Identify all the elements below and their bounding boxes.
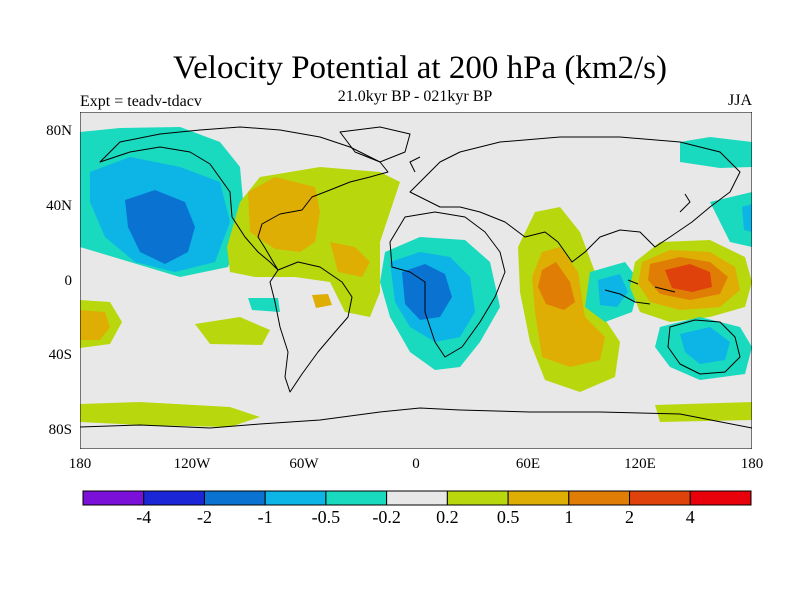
- colorbar-label: 2: [625, 507, 635, 527]
- colorbar-swatch: [446, 490, 509, 506]
- lat-label-80n: 80N: [46, 123, 72, 139]
- contour-south-pacific-green: [195, 317, 270, 345]
- season-label: JJA: [727, 92, 752, 109]
- colorbar-swatch: [629, 490, 691, 506]
- colorbar: [82, 490, 752, 506]
- colorbar-label: -2: [196, 507, 212, 527]
- colorbar-label: 0.2: [436, 507, 459, 527]
- coast-antarctica: [80, 407, 752, 429]
- lon-label-180e: 180: [740, 456, 764, 472]
- lon-label-60e: 60E: [515, 456, 541, 472]
- contour-sw-pacific-orange: [80, 310, 110, 340]
- lon-label-0: 0: [412, 456, 420, 472]
- colorbar-swatch: [264, 490, 327, 506]
- contour-atlantic-orange-3: [312, 294, 332, 308]
- contour-wpacific-red: [665, 264, 712, 292]
- colorbar-label: 4: [685, 507, 695, 527]
- contour-e-pacific-cyan: [710, 192, 752, 247]
- colorbar-swatch: [82, 490, 145, 506]
- contour-pacific-cyan-small: [248, 298, 280, 312]
- colorbar-label: -0.5: [311, 507, 341, 527]
- contour-australia-light-blue: [680, 327, 730, 364]
- contour-pacific-blue: [125, 190, 195, 264]
- coast-north-america: [99, 126, 389, 271]
- lat-label-80s: 80S: [48, 422, 72, 438]
- experiment-label: Expt = teadv-tdacv: [80, 93, 202, 110]
- coast-africa: [389, 211, 506, 358]
- contour-africa-blue: [402, 264, 452, 320]
- colorbar-swatch: [203, 490, 266, 506]
- contour-atlantic-orange: [248, 177, 320, 252]
- subtitle: 21.0kyr BP - 021kyr BP: [337, 88, 493, 105]
- contour-maritime-light-blue: [598, 274, 628, 307]
- contour-antarctic-green-left: [80, 402, 260, 427]
- contour-antarctic-green-right: [655, 402, 752, 422]
- lon-label-120w: 120W: [173, 456, 211, 472]
- contour-indian-dark-orange: [538, 262, 575, 310]
- page-title: Velocity Potential at 200 hPa (km2/s): [172, 50, 668, 86]
- contour-ne-cyan: [680, 137, 752, 168]
- coast-greenland: [339, 126, 411, 163]
- colorbar-label: -4: [136, 507, 152, 527]
- colorbar-label: -0.2: [372, 507, 401, 527]
- colorbar-swatch: [143, 490, 205, 506]
- lon-label-180w: 180: [68, 456, 92, 472]
- colorbar-swatch: [325, 490, 388, 506]
- colorbar-swatch: [568, 490, 631, 506]
- colorbar-label: 0.5: [496, 507, 520, 527]
- colorbar-label: -1: [257, 507, 273, 527]
- contour-atlantic-orange-2: [330, 242, 370, 277]
- colorbar-label: 1: [564, 507, 574, 527]
- contour-e-pacific-light-blue: [742, 204, 752, 232]
- lon-label-120e: 120E: [624, 456, 656, 472]
- colorbar-swatch: [507, 490, 570, 506]
- colorbar-swatch: [689, 490, 752, 506]
- coast-australia: [667, 319, 741, 375]
- coast-indonesia: [604, 279, 676, 305]
- lat-label-40s: 40S: [48, 347, 72, 363]
- coast-japan-uk: [409, 156, 691, 213]
- coast-europe-asia: [409, 136, 741, 263]
- coastlines: [80, 126, 752, 429]
- lon-label-60w: 60W: [289, 456, 319, 472]
- lat-label-40n: 40N: [46, 198, 72, 214]
- contour-fills: [80, 127, 752, 427]
- lat-label-eq: 0: [64, 273, 73, 289]
- colorbar-swatch: [386, 490, 448, 506]
- coast-south-america: [269, 261, 353, 393]
- map-plot: [80, 112, 752, 449]
